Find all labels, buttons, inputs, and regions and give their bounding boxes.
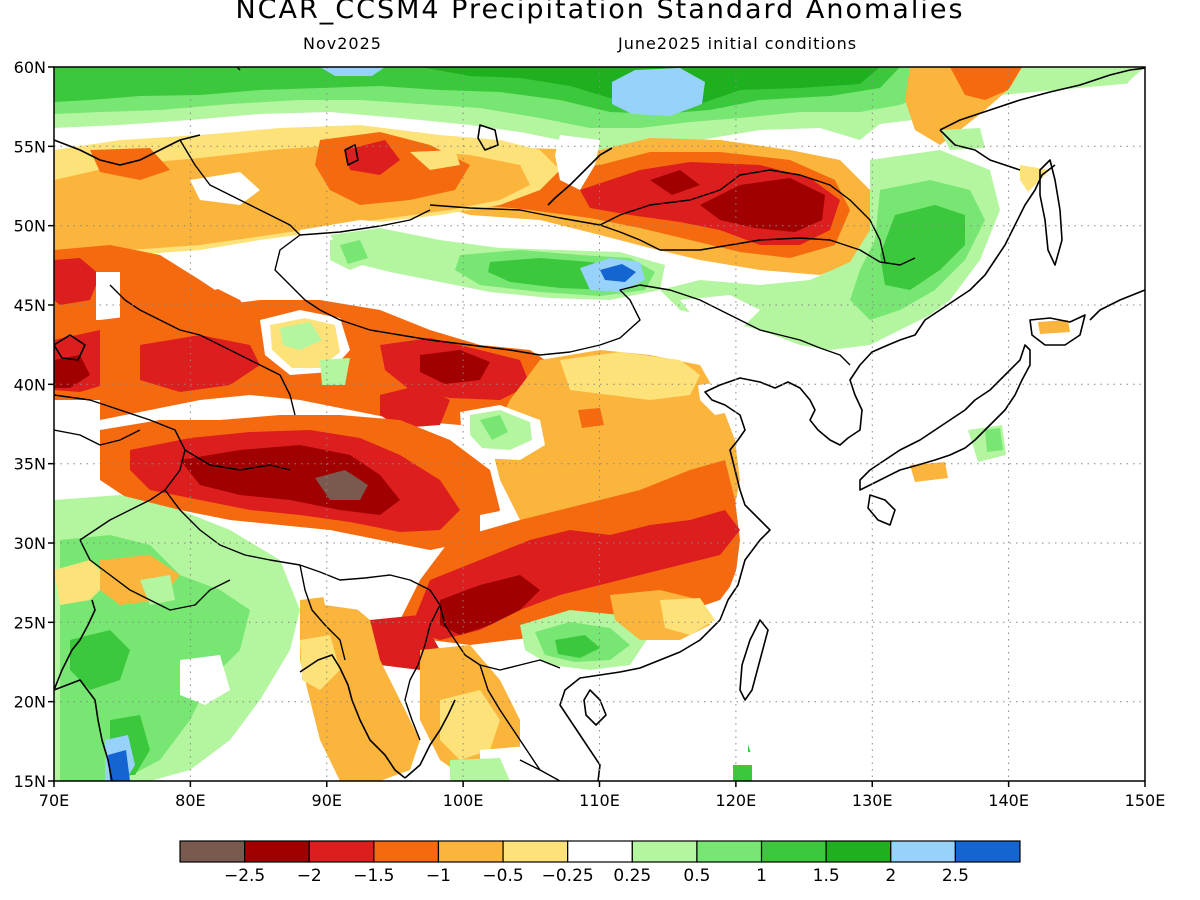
colorbar-label: 1: [756, 866, 767, 886]
lat-tick-label: 55N: [14, 137, 46, 156]
colorbar-label: 0.5: [683, 866, 710, 886]
lat-tick-label: 45N: [14, 296, 46, 315]
lat-tick-label: 25N: [14, 613, 46, 632]
colorbar-swatch: [825, 840, 892, 863]
colorbar-swatch: [373, 840, 440, 863]
colorbar-label: 0.25: [613, 866, 651, 886]
lon-tick-label: 130E: [852, 791, 893, 810]
colorbar-swatch: [502, 840, 569, 863]
lat-tick-label: 15N: [14, 772, 46, 791]
forecast-month: Nov2025: [303, 34, 382, 53]
colorbar-label: 2: [885, 866, 896, 886]
lon-tick-label: 120E: [716, 791, 757, 810]
colorbar-swatch: [760, 840, 827, 863]
colorbar-label: 2.5: [942, 866, 969, 886]
lon-tick-label: 100E: [443, 791, 484, 810]
anomaly-field: [54, 67, 1145, 781]
lat-tick-label: 20N: [14, 693, 46, 712]
chart-title: NCAR_CCSM4 Precipitation Standard Anomal…: [235, 0, 965, 25]
lat-tick-label: 40N: [14, 375, 46, 394]
colorbar-label: −1.5: [353, 866, 394, 886]
lat-tick-label: 50N: [14, 217, 46, 236]
colorbar: −2.5 −2 −1.5 −1 −0.5 −0.25 0.25 0.5 1 1.5 2 2.5: [179, 840, 1021, 886]
colorbar-swatch: [567, 840, 633, 863]
lon-tick-label: 140E: [988, 791, 1029, 810]
colorbar-swatch: [179, 840, 246, 863]
lon-tick-label: 150E: [1125, 791, 1166, 810]
initial-conditions: June2025 initial conditions: [618, 34, 858, 53]
lat-tick-label: 30N: [14, 534, 46, 553]
colorbar-swatch: [696, 840, 763, 863]
colorbar-swatch: [954, 840, 1021, 863]
colorbar-swatch: [308, 840, 375, 863]
lon-tick-label: 80E: [175, 791, 205, 810]
colorbar-swatch: [437, 840, 504, 863]
lon-tick-label: 110E: [579, 791, 620, 810]
lon-tick-label: 70E: [39, 791, 69, 810]
colorbar-label: −1: [426, 866, 451, 886]
lat-tick-label: 35N: [14, 455, 46, 474]
colorbar-label: −2: [297, 866, 322, 886]
colorbar-swatch: [890, 840, 956, 863]
colorbar-label: −0.25: [542, 866, 594, 886]
colorbar-label: −2.5: [224, 866, 265, 886]
colorbar-label: 1.5: [813, 866, 840, 886]
lat-tick-label: 60N: [14, 58, 46, 77]
colorbar-swatch: [244, 840, 310, 863]
colorbar-label: −0.5: [482, 866, 523, 886]
lon-tick-label: 90E: [312, 791, 342, 810]
colorbar-swatch: [631, 840, 698, 863]
